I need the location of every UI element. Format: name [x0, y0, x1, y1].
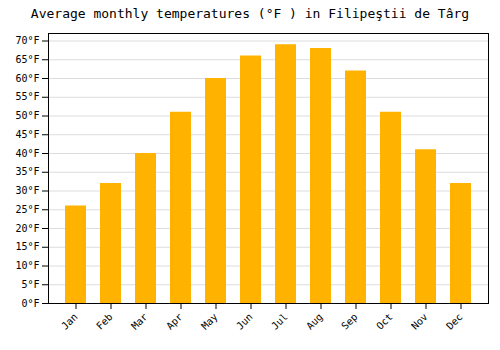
svg-text:Mar: Mar: [129, 311, 150, 332]
svg-text:45°F: 45°F: [15, 129, 39, 140]
svg-text:Aug: Aug: [304, 311, 325, 332]
svg-text:0°F: 0°F: [21, 298, 39, 309]
svg-text:Jul: Jul: [269, 311, 290, 332]
svg-text:10°F: 10°F: [15, 260, 39, 271]
svg-text:20°F: 20°F: [15, 223, 39, 234]
svg-text:Jan: Jan: [59, 311, 80, 332]
svg-text:5°F: 5°F: [21, 279, 39, 290]
svg-text:Dec: Dec: [444, 311, 465, 332]
svg-text:Feb: Feb: [94, 311, 115, 332]
svg-text:50°F: 50°F: [15, 110, 39, 121]
svg-text:Oct: Oct: [374, 311, 395, 332]
svg-text:Sep: Sep: [339, 311, 360, 332]
svg-text:70°F: 70°F: [15, 35, 39, 46]
svg-text:Nov: Nov: [409, 311, 430, 332]
svg-text:Apr: Apr: [164, 311, 185, 332]
svg-text:May: May: [199, 311, 220, 332]
svg-text:15°F: 15°F: [15, 241, 39, 252]
html-text:Average monthly temperatures (: Average monthly temperatures (°F ) in Fi…: [30, 6, 470, 21]
svg-text:65°F: 65°F: [15, 54, 39, 65]
svg-text:40°F: 40°F: [15, 148, 39, 159]
svg-text:30°F: 30°F: [15, 185, 39, 196]
svg-text:55°F: 55°F: [15, 91, 39, 102]
svg-text:25°F: 25°F: [15, 204, 39, 215]
svg-text:35°F: 35°F: [15, 166, 39, 177]
svg-text:Jun: Jun: [234, 311, 255, 332]
svg-text:60°F: 60°F: [15, 73, 39, 84]
